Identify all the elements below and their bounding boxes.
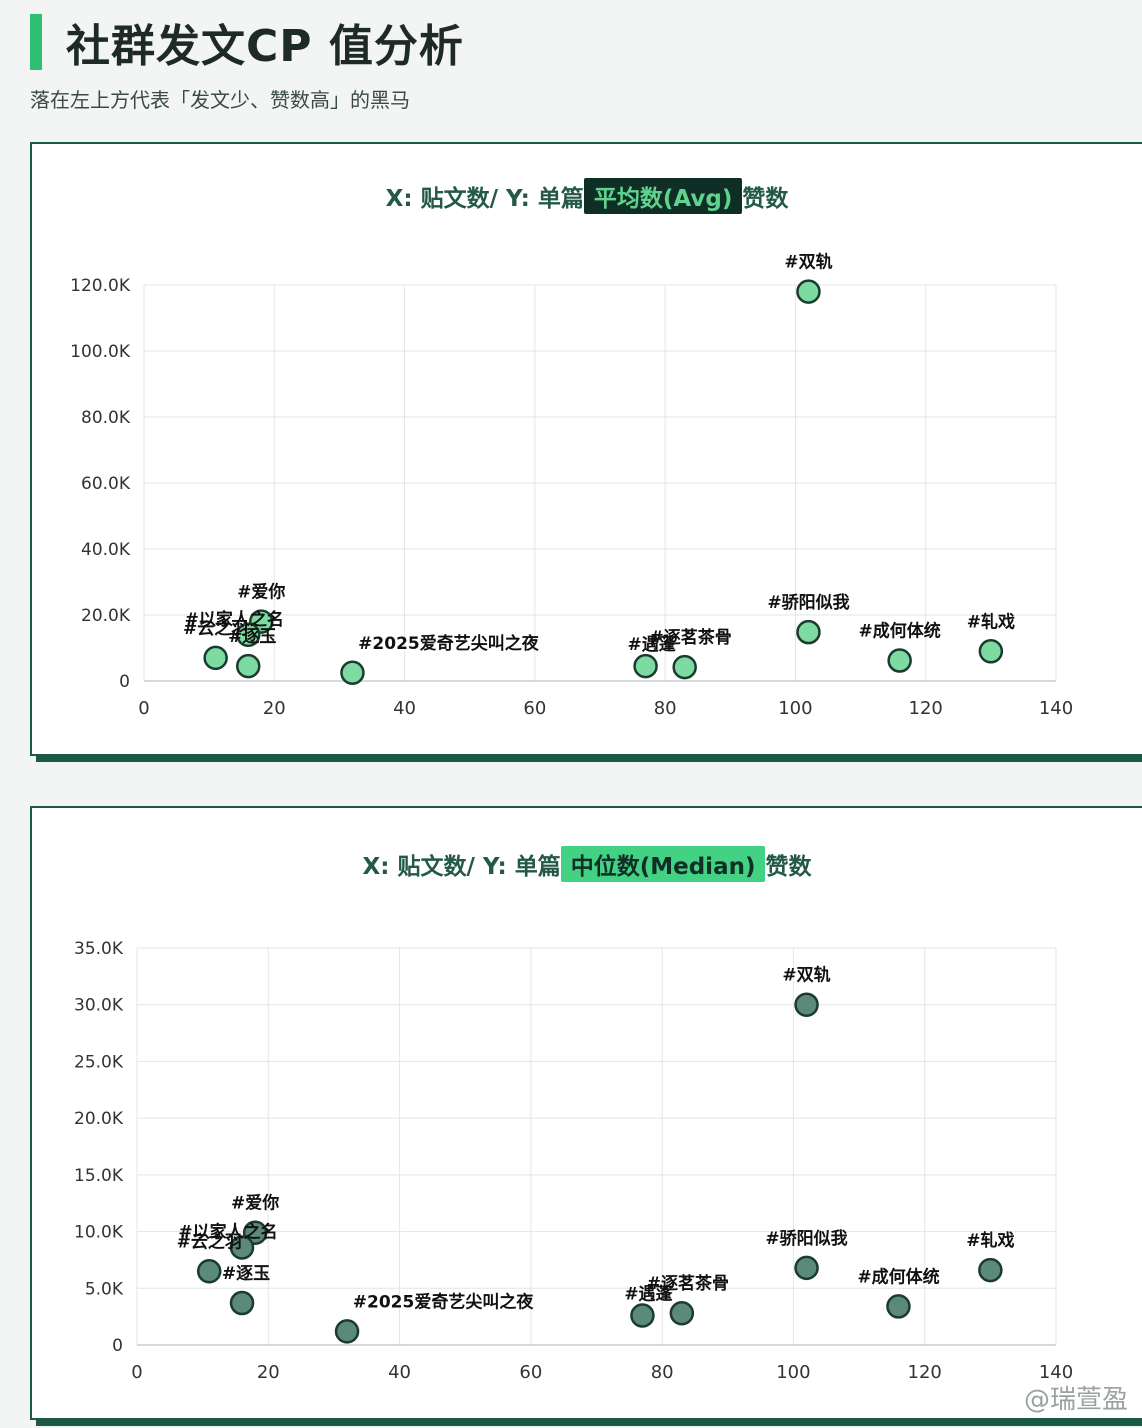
- median-y-tick-label: 35.0K: [74, 939, 124, 959]
- median-point-label: #成何体统: [857, 1266, 939, 1287]
- median-title-suffix: 赞数: [765, 854, 812, 880]
- median-point-label: #双轨: [782, 965, 830, 986]
- median-y-tick-label: 10.0K: [74, 1223, 124, 1243]
- median-x-tick-label: 100: [776, 1362, 810, 1383]
- median-data-point[interactable]: [978, 1257, 1003, 1283]
- median-point-label: #以家人之名: [178, 1221, 277, 1242]
- avg-point-label: #云之羽: [183, 618, 248, 639]
- avg-y-tick-label: 100.0K: [70, 342, 131, 362]
- median-chart-panel: X: 贴文数/ Y: 单篇 中位数(Median) 赞数 0 20 40 60 80 100 1…: [30, 806, 1142, 1420]
- title-accent-bar: [30, 14, 42, 70]
- avg-scatter-plot: 0 20 40 60 80 100 120 140 0 20.0K 40.0K 60.0K 80.0K 1…: [70, 252, 1073, 719]
- avg-y-tick-label: 0: [119, 672, 130, 692]
- median-point-label: #轧戏: [966, 1230, 1014, 1251]
- avg-point-label: #轧戏: [967, 611, 1015, 632]
- page-subtitle: 落在左上方代表「发文少、赞数高」的黑马: [30, 88, 410, 112]
- avg-data-point[interactable]: [235, 622, 261, 648]
- median-title-highlight: 中位数(Median): [560, 846, 766, 882]
- median-y-tick-label: 0: [112, 1336, 123, 1356]
- page-title: 社群发文CP 值分析: [66, 21, 464, 72]
- median-y-tick-label: 25.0K: [74, 1052, 124, 1072]
- median-data-point[interactable]: [886, 1294, 911, 1319]
- avg-point-label: #爱你: [237, 582, 285, 603]
- median-x-tick-label: 120: [908, 1362, 942, 1383]
- median-x-tick-label: 0: [131, 1362, 142, 1383]
- avg-data-point[interactable]: [235, 653, 261, 679]
- avg-y-tick-label: 120.0K: [70, 276, 131, 296]
- median-data-point[interactable]: [630, 1303, 655, 1328]
- median-y-tick-label: 15.0K: [74, 1166, 124, 1186]
- avg-data-point[interactable]: [796, 279, 821, 304]
- median-point-label: #云之羽: [177, 1231, 242, 1252]
- avg-y-tick-label: 80.0K: [81, 408, 131, 428]
- avg-x-tick-label: 80: [654, 698, 677, 719]
- median-data-point[interactable]: [229, 1235, 255, 1260]
- median-y-tick-label: 30.0K: [74, 996, 124, 1016]
- median-point-label: #爱你: [231, 1193, 279, 1214]
- median-x-tick-label: 40: [388, 1362, 411, 1383]
- avg-title-highlight: 平均数(Avg): [583, 178, 743, 214]
- avg-x-tick-label: 140: [1039, 698, 1073, 719]
- avg-point-label: #以家人之名: [185, 609, 284, 630]
- median-data-point[interactable]: [794, 1255, 819, 1281]
- median-data-point[interactable]: [794, 992, 819, 1017]
- median-chart-title: X: 贴文数/ Y: 单篇 中位数(Median) 赞数: [32, 846, 1142, 882]
- median-x-tick-label: 60: [519, 1362, 542, 1383]
- avg-y-tick-label: 20.0K: [81, 606, 131, 626]
- avg-data-point[interactable]: [796, 619, 821, 645]
- median-data-point[interactable]: [229, 1290, 255, 1316]
- avg-y-tick-label: 60.0K: [81, 474, 131, 494]
- avg-point-label: #遇蓬: [627, 634, 676, 655]
- median-x-tick-label: 20: [257, 1362, 280, 1383]
- avg-data-point[interactable]: [672, 654, 697, 680]
- median-y-tick-label: 20.0K: [74, 1109, 124, 1129]
- avg-data-point[interactable]: [633, 653, 658, 679]
- avg-chart-panel: X: 贴文数/ Y: 单篇 平均数(Avg) 赞数 0 20 40 60 80 100 120 1…: [30, 142, 1142, 756]
- median-y-tick-label: 5.0K: [85, 1279, 124, 1299]
- median-point-label: #2025爱奇艺尖叫之夜: [353, 1291, 535, 1312]
- median-x-tick-label: 140: [1039, 1362, 1073, 1383]
- median-point-label: #骄阳似我: [765, 1229, 847, 1249]
- median-title-prefix: X: 贴文数/ Y: 单篇: [362, 854, 561, 880]
- avg-data-point[interactable]: [887, 648, 912, 673]
- median-data-point[interactable]: [196, 1259, 222, 1284]
- avg-x-tick-label: 60: [523, 698, 546, 719]
- avg-x-tick-label: 100: [778, 698, 812, 719]
- avg-x-tick-label: 20: [263, 698, 286, 719]
- median-point-label: #遇蓬: [624, 1284, 673, 1305]
- median-scatter-plot: 0 20 40 60 80 100 120 140 0 5.0K 10.0K 15.0K 20.0K 25…: [74, 939, 1073, 1383]
- median-x-tick-label: 80: [651, 1362, 674, 1383]
- avg-data-point[interactable]: [978, 639, 1004, 664]
- avg-point-label: #逐茗茶骨: [650, 627, 732, 648]
- avg-point-label: #骄阳似我: [767, 593, 849, 613]
- avg-chart-title: X: 贴文数/ Y: 单篇 平均数(Avg) 赞数: [32, 178, 1142, 214]
- avg-data-point[interactable]: [203, 645, 228, 671]
- avg-x-tick-label: 120: [909, 698, 943, 719]
- avg-data-point[interactable]: [340, 660, 365, 685]
- avg-point-label: #2025爱奇艺尖叫之夜: [358, 633, 540, 654]
- avg-x-tick-label: 40: [393, 698, 416, 719]
- median-point-label: #逐茗茶骨: [647, 1273, 729, 1294]
- avg-title-prefix: X: 贴文数/ Y: 单篇: [385, 186, 584, 212]
- watermark: @瑞萱盈: [1023, 1385, 1128, 1415]
- avg-point-label: #成何体统: [859, 621, 941, 642]
- avg-point-label: #逐玉: [228, 627, 276, 647]
- median-data-point[interactable]: [334, 1319, 360, 1344]
- median-point-label: #逐玉: [222, 1264, 270, 1284]
- avg-x-tick-label: 0: [138, 698, 149, 719]
- avg-y-tick-label: 40.0K: [81, 540, 131, 560]
- avg-title-suffix: 赞数: [742, 186, 789, 212]
- avg-point-label: #双轨: [784, 252, 832, 273]
- median-data-point[interactable]: [669, 1300, 695, 1326]
